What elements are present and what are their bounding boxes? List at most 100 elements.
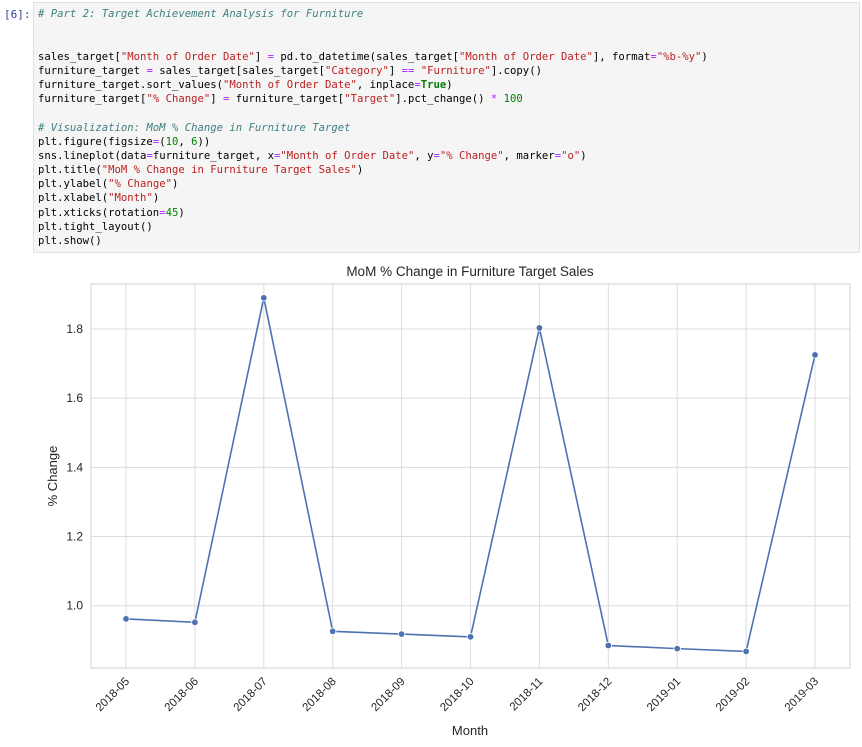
x-tick-label: 2019-02 [714,676,752,714]
code-token: = [414,78,421,91]
code-token: , [178,135,192,148]
x-tick-label: 2018-05 [94,676,132,714]
x-tick-label: 2018-06 [163,676,201,714]
code-token: "% Change" [439,149,504,162]
code-token: 10 [165,135,179,148]
data-point [811,351,819,359]
code-token: plt.tight_layout() [38,220,153,233]
code-token: "Furniture" [420,64,491,77]
y-tick-label: 1.2 [66,530,83,544]
code-token: * [490,93,498,106]
y-tick-label: 1.8 [66,322,83,336]
code-token: "Month" [108,192,153,205]
data-point [604,641,612,650]
code-token: = [152,135,160,148]
code-token: "o" [561,149,581,162]
code-token: ], format [592,50,651,63]
code-token: "Month of Order Date" [280,149,415,162]
code-token: ] [388,64,402,77]
data-point [535,324,544,332]
code-token: "Target" [344,93,396,106]
code-token: ].copy() [490,64,542,77]
code-token: = [554,149,562,162]
code-token: ) [152,192,160,205]
series-markers [122,294,819,656]
code-line [38,106,708,120]
code-token: 6 [191,135,198,148]
data-point [122,615,130,623]
code-token: , marker [503,149,555,162]
code-token: ] [210,93,223,106]
code-token: "% Change" [146,93,211,106]
code-line: furniture_target = sales_target[sales_ta… [38,64,708,78]
code-token: 45 [165,206,179,219]
code-token: "Month of Order Date" [458,50,593,63]
code-token: "Category" [325,64,389,77]
x-tick-label: 2018-10 [438,676,476,714]
code-token: ) [356,164,364,177]
code-line: # Part 2: Target Achievement Analysis fo… [38,7,708,21]
code-token: = [222,93,230,106]
code-token: ] [254,50,268,63]
code-token: == [401,64,415,77]
code-token: True [420,78,447,91]
code-line: plt.xticks(rotation=45) [38,206,708,220]
data-point [329,627,337,636]
code-line: plt.figure(figsize=(10, 6)) [38,135,708,149]
code-token: pd.to_datetime(sales_target[ [274,50,459,63]
code-line [38,21,708,35]
code-editor[interactable]: # Part 2: Target Achievement Analysis fo… [38,7,708,248]
x-tick-label: 2019-03 [783,676,821,714]
code-line: # Visualization: MoM % Change in Furnitu… [38,121,708,135]
cell-prompt: [6]: [4,8,31,21]
code-line: sns.lineplot(data=furniture_target, x="M… [38,149,708,163]
code-token: "Month of Order Date" [222,78,357,91]
code-token: plt.xlabel( [38,192,109,205]
code-cell[interactable]: # Part 2: Target Achievement Analysis fo… [33,2,860,253]
code-token: = [267,50,275,63]
code-token: = [159,206,166,219]
y-tick-labels: 1.0 1.2 1.4 1.6 1.8 [66,322,83,613]
code-token: = [146,149,153,162]
code-line: plt.title("MoM % Change in Furniture Tar… [38,163,708,177]
data-point [260,294,268,302]
x-tick-label: 2019-01 [645,676,683,714]
code-token: furniture_target[ [38,93,147,106]
y-tick-label: 1.6 [66,391,83,405]
code-token: furniture_target [38,64,147,77]
code-token: sales_target[ [38,50,121,63]
data-point [742,647,750,656]
code-token: furniture_target[ [229,93,345,106]
code-token: # Visualization: MoM % Change in Furnitu… [38,121,351,134]
code-token: plt.xticks(rotation [38,206,160,219]
code-token: "MoM % Change in Furniture Target Sales" [101,164,357,177]
code-token: "%b-%y" [656,50,702,63]
x-tick-label: 2018-12 [576,676,614,714]
code-token: plt.ylabel( [38,178,109,191]
code-token: ) [178,206,185,219]
code-token: furniture_target.sort_values( [38,78,223,91]
chart-title: MoM % Change in Furniture Target Sales [346,264,594,279]
code-token: ( [159,135,166,148]
code-token: ) [446,78,453,91]
line-chart: MoM % Change in Furniture Target Sales 1… [45,264,851,738]
code-line: furniture_target["% Change"] = furniture… [38,92,708,106]
code-token: "% Change" [108,178,172,191]
code-token: = [146,64,153,77]
code-token: = [274,149,281,162]
code-token: plt.show() [38,235,102,247]
code-token: , inplace [356,78,415,91]
x-axis-label: Month [452,723,488,738]
code-token: , y [414,149,434,162]
code-token: # Part 2: Target Achievement Analysis fo… [38,8,364,20]
code-line [38,35,708,49]
code-token: ].pct_change() [395,93,491,106]
code-token: sns.lineplot(data [38,149,147,162]
x-tick-labels: 2018-05 2018-06 2018-07 2018-08 2018-09 2018-… [94,676,821,714]
code-line: furniture_target.sort_values("Month of O… [38,78,708,92]
code-token: = [650,50,657,63]
code-token: ) [701,50,708,63]
y-axis-label: % Change [45,446,60,507]
data-point [397,630,406,638]
code-token: plt.figure(figsize [38,135,153,148]
